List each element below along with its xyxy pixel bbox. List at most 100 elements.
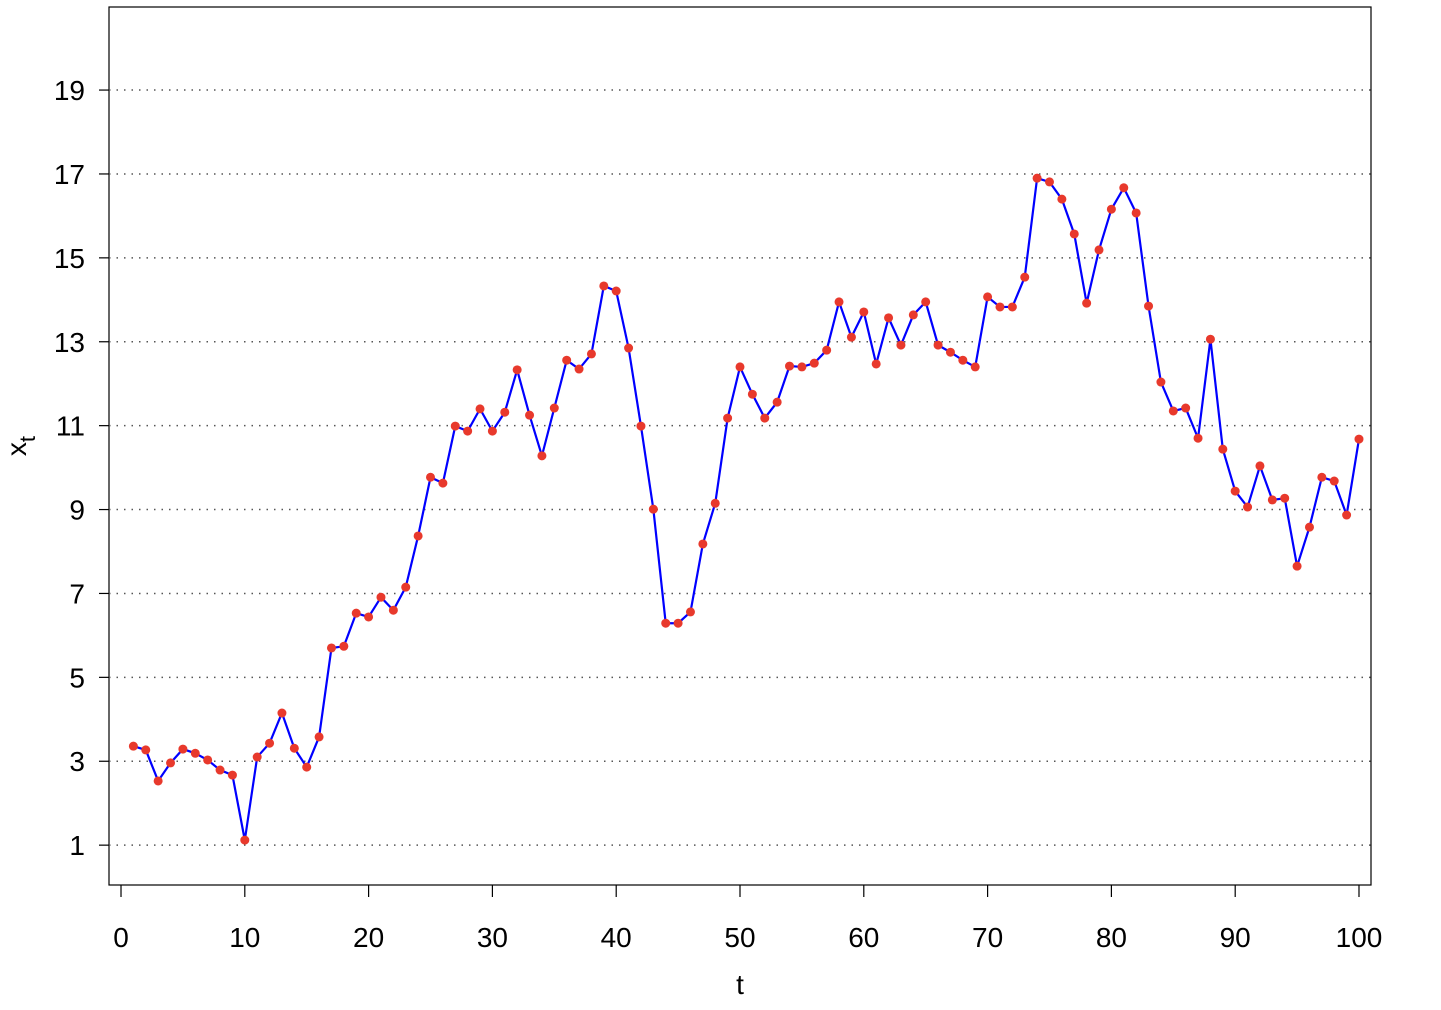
data-point [364, 612, 374, 622]
data-point [203, 755, 213, 765]
data-point [1255, 461, 1265, 471]
data-point [586, 349, 596, 359]
data-point [1119, 183, 1129, 193]
data-point [685, 607, 695, 617]
data-point [166, 758, 176, 768]
x-tick-label: 70 [972, 922, 1003, 953]
data-point [698, 539, 708, 549]
data-point [141, 745, 151, 755]
data-point [252, 752, 262, 762]
data-point [1131, 208, 1141, 218]
data-point [1218, 444, 1228, 454]
data-point [401, 582, 411, 592]
series-line [133, 176, 1361, 841]
data-point [376, 592, 386, 602]
data-point [958, 355, 968, 365]
data-point [574, 364, 584, 374]
x-tick-label: 80 [1096, 922, 1127, 953]
data-point [537, 451, 547, 461]
data-point [302, 762, 312, 772]
y-tick-label: 13 [54, 327, 85, 358]
data-point [1057, 194, 1067, 204]
data-point [1317, 472, 1327, 482]
y-axis-label-subscript: t [15, 436, 40, 442]
data-point [834, 297, 844, 307]
data-point [326, 643, 336, 653]
data-point [1082, 298, 1092, 308]
data-point [983, 292, 993, 302]
data-point [525, 410, 535, 420]
data-point [673, 618, 683, 628]
data-point [438, 478, 448, 488]
data-point [463, 426, 473, 436]
data-point [822, 345, 832, 355]
y-tick-label: 11 [56, 411, 85, 442]
data-point [153, 776, 163, 786]
data-point [240, 835, 250, 845]
data-point [1106, 204, 1116, 214]
data-point [884, 313, 894, 323]
data-point [562, 355, 572, 365]
data-point [1156, 377, 1166, 387]
data-point [760, 413, 770, 423]
data-point [1020, 272, 1030, 282]
data-point [475, 404, 485, 414]
data-point [1181, 403, 1191, 413]
x-tick-label: 10 [229, 922, 260, 953]
data-point [611, 286, 621, 296]
data-point [277, 708, 287, 718]
data-point [1354, 434, 1364, 444]
y-tick-label: 3 [69, 746, 85, 777]
data-point [339, 641, 349, 651]
data-point [1205, 334, 1215, 344]
data-point [995, 302, 1005, 312]
data-point [549, 403, 559, 413]
x-tick-label: 30 [477, 922, 508, 953]
y-tick-label: 9 [69, 495, 85, 526]
data-point [215, 765, 225, 775]
y-tick-label: 1 [69, 830, 85, 861]
data-point [723, 413, 733, 423]
y-tick-label: 19 [54, 75, 85, 106]
data-point [512, 365, 522, 375]
data-point [908, 310, 918, 320]
data-point [772, 397, 782, 407]
data-point [1230, 486, 1240, 496]
data-point [500, 407, 510, 417]
x-tick-label: 40 [601, 922, 632, 953]
x-tick-label: 50 [724, 922, 755, 953]
data-point [1168, 406, 1178, 416]
data-point [1280, 493, 1290, 503]
data-point [945, 347, 955, 357]
x-axis-label: t [736, 969, 744, 1000]
data-point [710, 498, 720, 508]
data-point [265, 738, 275, 748]
data-point [624, 343, 634, 353]
data-point [190, 748, 200, 758]
data-point [314, 732, 324, 742]
data-point [1032, 173, 1042, 183]
data-point [487, 426, 497, 436]
y-axis-label: xt [1, 436, 40, 456]
data-point [1069, 229, 1079, 239]
data-point [661, 618, 671, 628]
data-point [1304, 522, 1314, 532]
x-tick-label: 100 [1336, 922, 1383, 953]
data-point [648, 504, 658, 514]
data-point [809, 358, 819, 368]
data-point [413, 531, 423, 541]
x-tick-label: 60 [848, 922, 879, 953]
data-point [351, 608, 361, 618]
data-point [289, 743, 299, 753]
data-point [1094, 245, 1104, 255]
data-point [970, 362, 980, 372]
y-tick-label: 17 [54, 159, 85, 190]
data-point [785, 361, 795, 371]
data-point [797, 362, 807, 372]
data-point [1193, 433, 1203, 443]
data-point [426, 472, 436, 482]
data-point [747, 389, 757, 399]
y-tick-label: 7 [69, 578, 85, 609]
data-point [178, 744, 188, 754]
